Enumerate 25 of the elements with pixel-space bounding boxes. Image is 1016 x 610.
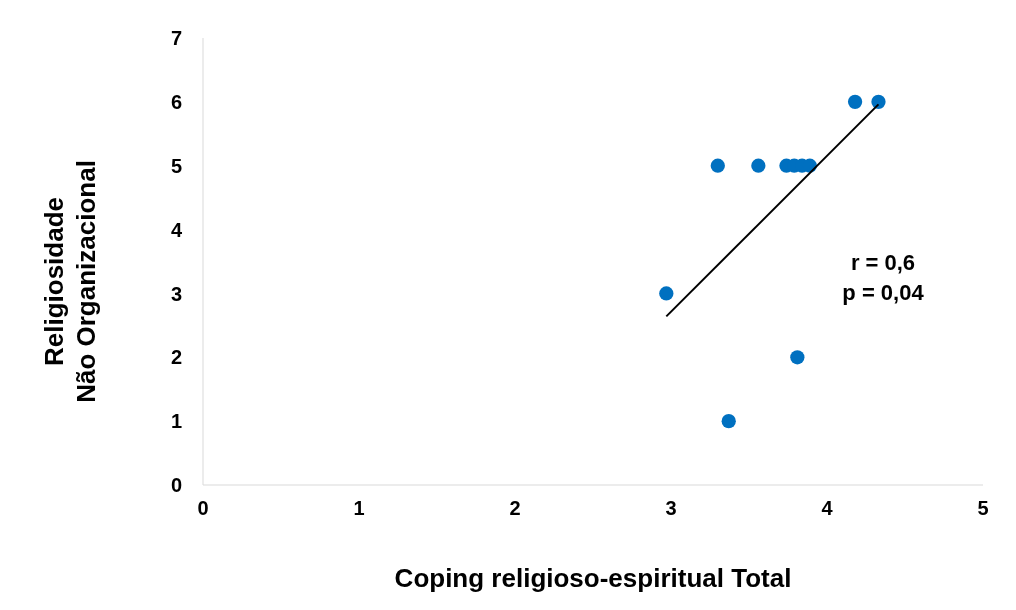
y-tick-label: 0 (170, 474, 182, 497)
annotation: r = 0,6 (849, 249, 917, 277)
x-tick-label: 2 (509, 497, 521, 520)
point (659, 286, 674, 301)
point (751, 158, 766, 173)
point (710, 158, 725, 173)
point (847, 94, 863, 109)
y-tick-label: 7 (170, 27, 182, 50)
annotation: p = 0,04 (841, 279, 925, 307)
y-tick-label: 4 (170, 218, 183, 241)
x-tick-label: 4 (821, 497, 834, 520)
y-axis-title: Religiosidade Não Organizacional (39, 160, 101, 403)
x-tick-label: 3 (665, 497, 677, 520)
x-tick-label: 1 (353, 497, 365, 520)
x-tick-label: 5 (977, 497, 989, 520)
x-tick-label: 0 (197, 497, 209, 520)
point (790, 350, 805, 365)
point (871, 94, 886, 109)
x-axis-title: Coping religioso-espiritual Total (393, 563, 793, 594)
point (721, 414, 736, 429)
y-tick-label: 3 (170, 282, 182, 305)
y-tick-label: 6 (170, 90, 182, 113)
y-tick-label: 5 (170, 154, 182, 177)
y-tick-label: 1 (170, 410, 182, 433)
y-tick-label: 2 (170, 346, 182, 369)
